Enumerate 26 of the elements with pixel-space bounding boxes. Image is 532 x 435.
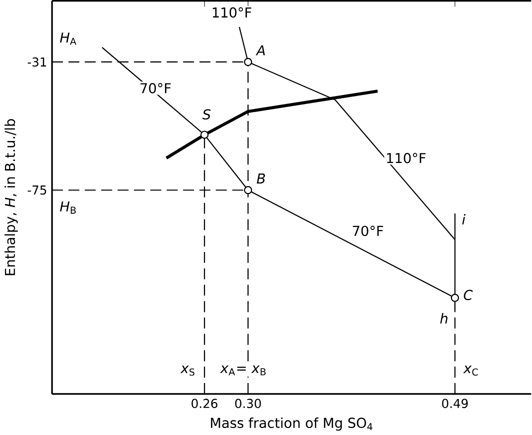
x-tick-label: 0.49 [442,398,468,408]
annotation: i [462,214,466,224]
annotation: h [440,312,448,324]
annotation: 110°F [387,152,426,164]
annotation: x$_{S}$ [180,366,194,376]
annotation: x$_{C}$ [463,366,478,376]
annotation: 110°F [212,7,252,18]
point [244,186,252,194]
annotation: S [202,109,211,120]
annotation: C [464,290,473,300]
point [244,58,252,66]
x-axis-title: Mass fraction of Mg SO$_{4}$ [210,417,372,431]
y-axis-title: Enthalpy, H, in B.t.u./lb [4,119,18,275]
annotation: 70°F [352,226,384,236]
annotation: x$_{A}$= x$_{B}$ [220,365,266,376]
point [200,130,209,139]
y-tick-label: -31 [28,57,46,67]
annotation: H$_{B}$ [60,201,76,214]
point [450,294,460,302]
x-tick-label: 0.30 [235,398,261,408]
annotation: A [256,45,265,56]
y-tick-label: -75 [28,185,46,195]
annotation: B [256,173,265,184]
annotation: 70°F [140,82,171,94]
annotation: H$_{A}$ [60,32,76,45]
x-tick-label: 0.26 [192,398,218,408]
